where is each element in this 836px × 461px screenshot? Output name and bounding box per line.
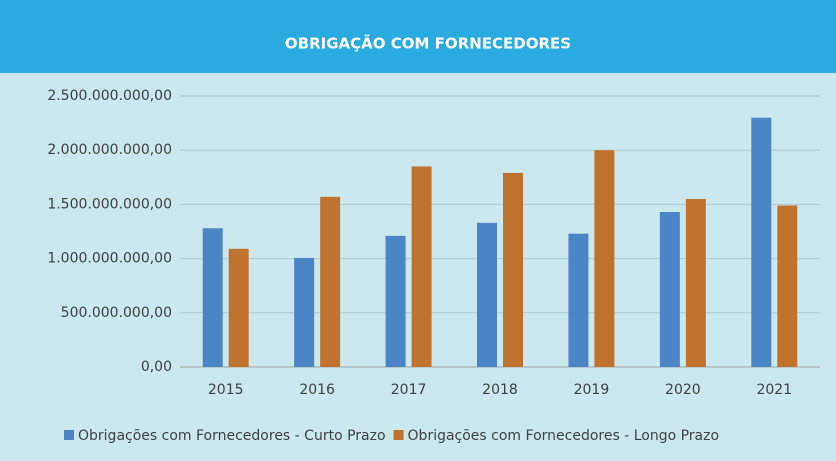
legend-swatch <box>393 430 404 440</box>
x-tick-label: 2020 <box>665 382 701 398</box>
x-tick-label: 2019 <box>574 382 610 398</box>
legend-label: Obrigações com Fornecedores - Curto Praz… <box>78 428 386 444</box>
y-tick-label: 0,00 <box>141 359 172 375</box>
bar <box>202 228 223 367</box>
bar <box>659 211 680 367</box>
y-tick-label: 2.500.000.000,00 <box>47 88 172 104</box>
bar <box>751 117 772 368</box>
bar <box>594 150 615 367</box>
bar <box>503 172 523 367</box>
title-band <box>0 0 836 73</box>
y-tick-label: 1.000.000.000,00 <box>47 251 172 267</box>
bar <box>777 205 798 367</box>
bar <box>294 258 315 367</box>
x-tick-label: 2018 <box>482 382 518 398</box>
x-tick-label: 2015 <box>208 382 244 398</box>
bar <box>320 196 341 367</box>
bar <box>568 233 589 367</box>
bar <box>477 222 497 367</box>
x-tick-label: 2016 <box>299 382 335 398</box>
bar <box>685 198 706 367</box>
y-tick-label: 500.000.000,00 <box>61 305 172 321</box>
legend-label: Obrigações com Fornecedores - Longo Praz… <box>408 428 720 444</box>
x-tick-label: 2021 <box>756 382 792 398</box>
legend-swatch <box>64 430 74 440</box>
bar <box>385 235 406 367</box>
chart-title: OBRIGAÇÃO COM FORNECEDORES <box>285 34 571 53</box>
bar <box>411 166 432 367</box>
bar <box>228 248 249 367</box>
y-tick-label: 1.500.000.000,00 <box>47 196 172 212</box>
y-tick-label: 2.000.000.000,00 <box>47 142 172 158</box>
x-tick-label: 2017 <box>391 382 427 398</box>
